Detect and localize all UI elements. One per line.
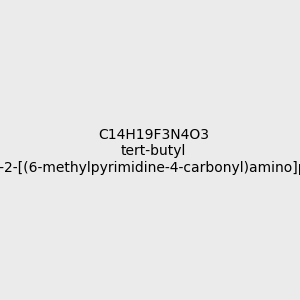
Text: C14H19F3N4O3
tert-butyl N-[3,3,3-trifluoro-2-[(6-methylpyrimidine-4-carbonyl)ami: C14H19F3N4O3 tert-butyl N-[3,3,3-trifluo… — [0, 128, 300, 175]
